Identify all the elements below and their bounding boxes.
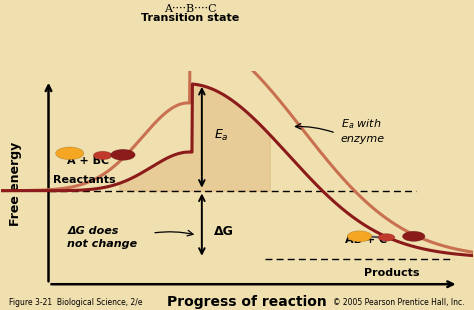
Text: Figure 3-21  Biological Science, 2/e: Figure 3-21 Biological Science, 2/e bbox=[9, 298, 143, 307]
Circle shape bbox=[378, 233, 395, 241]
Circle shape bbox=[111, 149, 135, 160]
Text: ΔG does
not change: ΔG does not change bbox=[67, 226, 137, 249]
Circle shape bbox=[55, 147, 84, 160]
Text: $E_a$ with
enzyme: $E_a$ with enzyme bbox=[341, 117, 385, 144]
Circle shape bbox=[220, 0, 245, 7]
Text: $E_a$: $E_a$ bbox=[214, 128, 228, 143]
Text: Progress of reaction: Progress of reaction bbox=[166, 295, 326, 309]
Text: AB + C: AB + C bbox=[346, 235, 388, 245]
Text: A + BC: A + BC bbox=[67, 156, 109, 166]
Text: Free energy: Free energy bbox=[9, 142, 22, 226]
Text: A····B····C: A····B····C bbox=[164, 4, 216, 14]
Circle shape bbox=[402, 231, 425, 241]
Circle shape bbox=[181, 0, 200, 6]
Circle shape bbox=[134, 0, 162, 8]
Text: Transition state: Transition state bbox=[141, 13, 239, 23]
Text: © 2005 Pearson Prentice Hall, Inc.: © 2005 Pearson Prentice Hall, Inc. bbox=[333, 298, 465, 307]
Text: ΔG: ΔG bbox=[214, 224, 234, 237]
Circle shape bbox=[347, 231, 372, 242]
Text: Reactants: Reactants bbox=[53, 175, 116, 185]
Circle shape bbox=[93, 151, 112, 160]
Text: Products: Products bbox=[364, 268, 420, 277]
